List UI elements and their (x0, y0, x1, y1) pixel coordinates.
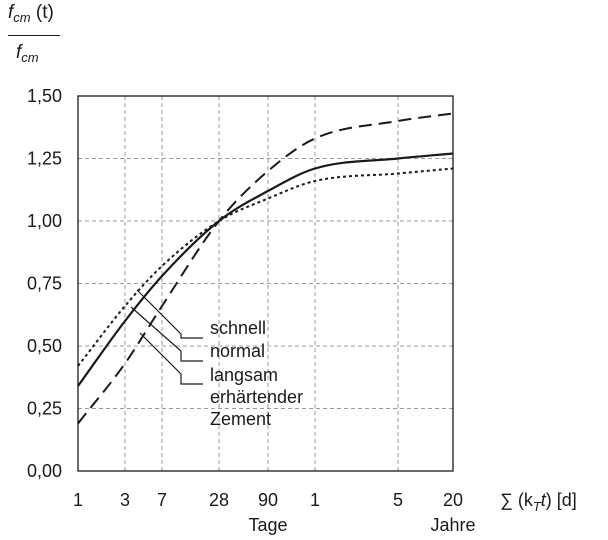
x-tick-label: 5 (393, 490, 403, 510)
series-lines (77, 112, 454, 425)
x-axis-label: ∑ (kTt) [d] (500, 490, 577, 514)
x-tick-label: 90 (258, 490, 278, 510)
annotation-label: Zement (210, 409, 271, 429)
plot-border (77, 95, 454, 472)
y-axis-label-numerator: fcm (t) (8, 2, 54, 25)
y-tick-label: 0,75 (27, 274, 62, 294)
series-line-schnell (77, 167, 454, 367)
y-tick-label: 0,00 (27, 461, 62, 481)
plot-frame (77, 95, 454, 472)
annotation-leader-normal (130, 306, 203, 362)
annotation-leader-schnell (136, 289, 203, 339)
x-tick-labels: 1 3 7 28 90 1 5 20 (73, 490, 463, 510)
series-line-normal (77, 152, 454, 387)
y-tick-label: 1,00 (27, 211, 62, 231)
annotation-label: erhärtender (210, 387, 303, 407)
x-tick-label: 28 (209, 490, 229, 510)
x-tick-label: 3 (120, 490, 130, 510)
series-line-langsam (77, 112, 454, 425)
x-tick-label: 1 (73, 490, 83, 510)
x-tick-label: 7 (157, 490, 167, 510)
y-tick-label: 1,25 (27, 149, 62, 169)
x-unit-label: Tage (248, 515, 287, 535)
annotation-label: schnell (210, 318, 266, 338)
y-tick-label: 1,50 (27, 86, 62, 106)
y-axis-label-denominator: fcm (16, 42, 39, 65)
x-unit-label: Jahre (430, 515, 475, 535)
x-tick-label: 1 (310, 490, 320, 510)
x-tick-label: 20 (443, 490, 463, 510)
x-unit-labels: Tage Jahre (248, 515, 475, 535)
annotation-label: normal (210, 341, 265, 361)
y-tick-label: 0,50 (27, 336, 62, 356)
annotation-label: langsam (210, 365, 278, 385)
annotation-leader-langsam (139, 332, 203, 385)
fraction-bar (8, 35, 60, 36)
y-tick-labels: 0,00 0,25 0,50 0,75 1,00 1,25 1,50 (27, 86, 62, 481)
annotation-leaders (130, 289, 203, 385)
y-tick-label: 0,25 (27, 399, 62, 419)
